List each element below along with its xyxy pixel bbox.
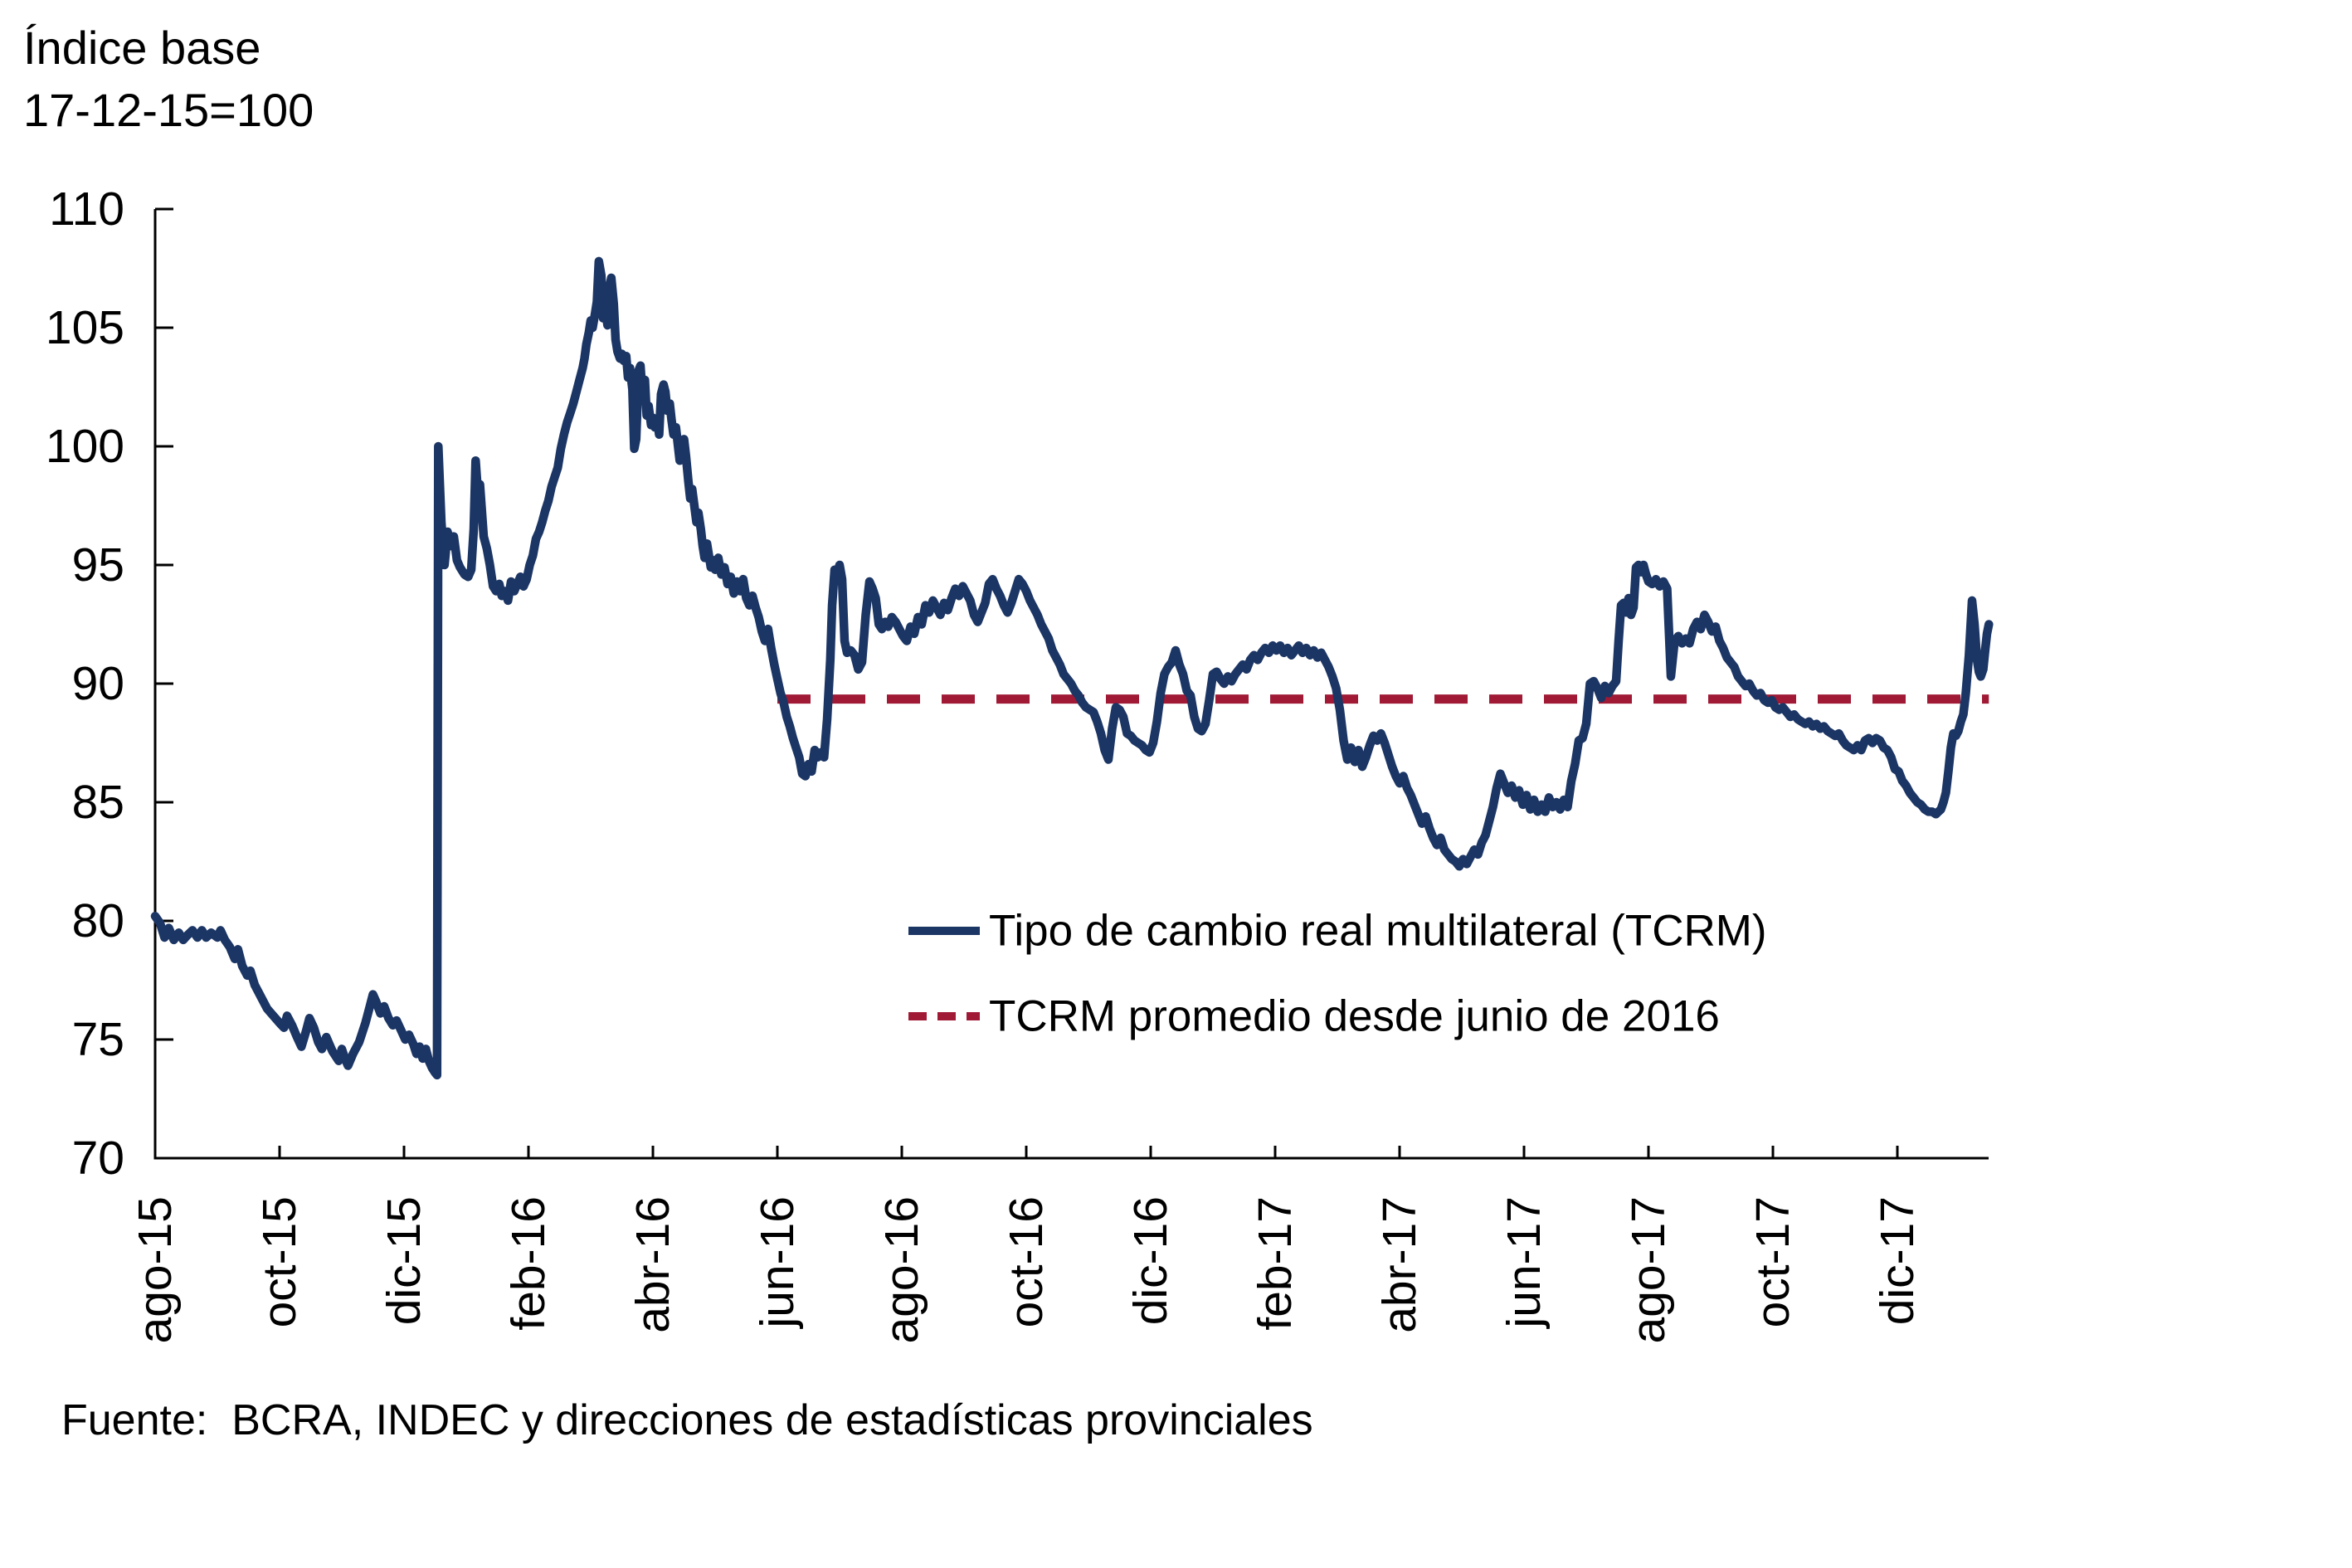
x-axis-tick-label: ago-15 xyxy=(129,1196,182,1344)
legend: Tipo de cambio real multilateral (TCRM) … xyxy=(908,907,1767,1041)
y-axis-tick-label: 105 xyxy=(46,301,124,354)
legend-average-label: TCRM promedio desde junio de 2016 xyxy=(989,992,1720,1041)
x-axis-tick-label: abr-16 xyxy=(626,1196,679,1333)
x-axis-tick-label: dic-16 xyxy=(1124,1196,1177,1325)
x-axis-tick-label: ago-16 xyxy=(875,1196,928,1344)
x-axis-tick-label: feb-17 xyxy=(1249,1196,1302,1331)
y-axis-tick-label: 100 xyxy=(46,420,124,473)
x-axis-tick-label: dic-17 xyxy=(1871,1196,1924,1325)
x-axis-tick-label: jun-17 xyxy=(1497,1196,1551,1329)
x-axis-tick-label: feb-16 xyxy=(502,1196,555,1331)
tcrm-series-line xyxy=(150,256,1994,1080)
x-axis-tick-label: oct-16 xyxy=(1000,1196,1053,1327)
legend-series-label: Tipo de cambio real multilateral (TCRM) xyxy=(989,907,1767,956)
x-axis-tick-label: dic-15 xyxy=(377,1196,431,1325)
x-axis-tick-label: jun-16 xyxy=(751,1196,804,1329)
source-note: Fuente: BCRA, INDEC y direcciones de est… xyxy=(61,1396,1313,1444)
axis-title-line2: 17-12-15=100 xyxy=(23,84,314,137)
y-axis-tick-label: 75 xyxy=(72,1013,124,1066)
x-axis-tick-label: abr-17 xyxy=(1373,1196,1426,1333)
axis-title: Índice base 17-12-15=100 xyxy=(23,17,314,141)
x-axis-tick-label: oct-17 xyxy=(1746,1196,1799,1327)
y-axis-tick-label: 70 xyxy=(72,1132,124,1185)
y-axis-tick-label: 95 xyxy=(72,538,124,592)
axis-title-line1: Índice base xyxy=(23,22,261,74)
generated-chart-layer: 70 75 80 85 90 95 100 105 110 ago-15 oct-15 dic-15 f… xyxy=(46,183,1994,1344)
x-axis-tick-label: ago-17 xyxy=(1622,1196,1675,1344)
y-axis-tick-label: 85 xyxy=(72,776,124,829)
y-axis-tick-label: 110 xyxy=(49,183,124,236)
y-axis-tick-label: 80 xyxy=(72,894,124,947)
y-axis-tick-label: 90 xyxy=(72,657,124,710)
x-axis-tick-label: oct-15 xyxy=(253,1196,306,1327)
